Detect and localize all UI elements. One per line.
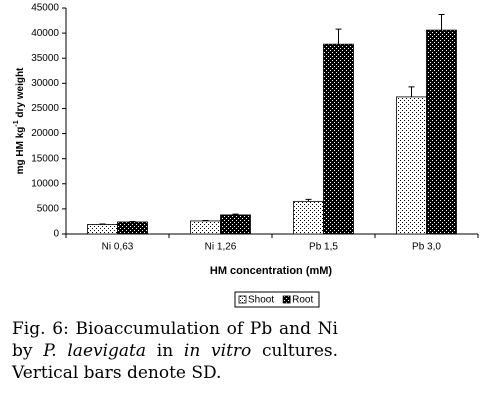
x-axis-label: HM concentration (mM) (210, 265, 333, 277)
legend-label: Shoot (248, 295, 274, 306)
error-bar (305, 198, 312, 202)
error-bar (408, 86, 415, 97)
y-tick-label: 45000 (31, 3, 59, 14)
y-tick-label: 15000 (31, 153, 59, 164)
y-tick-label: 20000 (31, 128, 59, 139)
y-axis-label: mg HM kg-1 dry weight (13, 67, 26, 174)
error-bar (99, 223, 106, 225)
y-tick-label: 25000 (31, 103, 59, 114)
bar (117, 221, 148, 235)
x-tick-label: Ni 0,63 (102, 242, 134, 253)
caption-segment: Fig. 6: Bioaccumulation of Pb and Ni by (12, 319, 338, 361)
caption: Fig. 6: Bioaccumulation of Pb and Ni by … (12, 318, 338, 384)
bar (426, 29, 457, 235)
caption-segment: in (146, 341, 184, 361)
caption-segment: P. laevigata (43, 341, 147, 361)
x-tick-label: Ni 1,26 (205, 242, 237, 253)
y-tick-label: 35000 (31, 53, 59, 64)
bar (220, 214, 251, 235)
error-bar (129, 220, 136, 222)
caption-segment: cultures. Vertical bars denote SD. (12, 341, 339, 383)
y-tick-label: 10000 (31, 178, 59, 189)
bar (190, 220, 221, 235)
y-tick-label: 0 (53, 229, 59, 240)
bar (396, 96, 427, 235)
legend-swatch (238, 295, 247, 304)
legend-label: Root (292, 295, 313, 306)
bar (87, 224, 118, 235)
error-bar (202, 219, 209, 221)
legend-box (234, 291, 320, 308)
y-tick-label: 30000 (31, 78, 59, 89)
error-bar (438, 14, 445, 31)
y-label-part: mg HM kg (15, 127, 26, 175)
caption-segment: in vitro (183, 341, 252, 361)
bar (293, 200, 324, 235)
error-bar (232, 213, 239, 215)
error-bar (335, 28, 342, 45)
x-tick-label: Pb 3,0 (412, 242, 441, 253)
y-label-part: dry weight (15, 67, 26, 120)
y-label-sup: -1 (13, 120, 20, 126)
legend-swatch (282, 295, 291, 304)
x-tick-label: Pb 1,5 (309, 242, 338, 253)
y-tick-label: 5000 (37, 204, 60, 215)
y-tick-label: 40000 (31, 28, 59, 39)
bar (323, 43, 354, 235)
chart: mg HM kg-1 dry weight HM concentration (… (13, 3, 479, 308)
